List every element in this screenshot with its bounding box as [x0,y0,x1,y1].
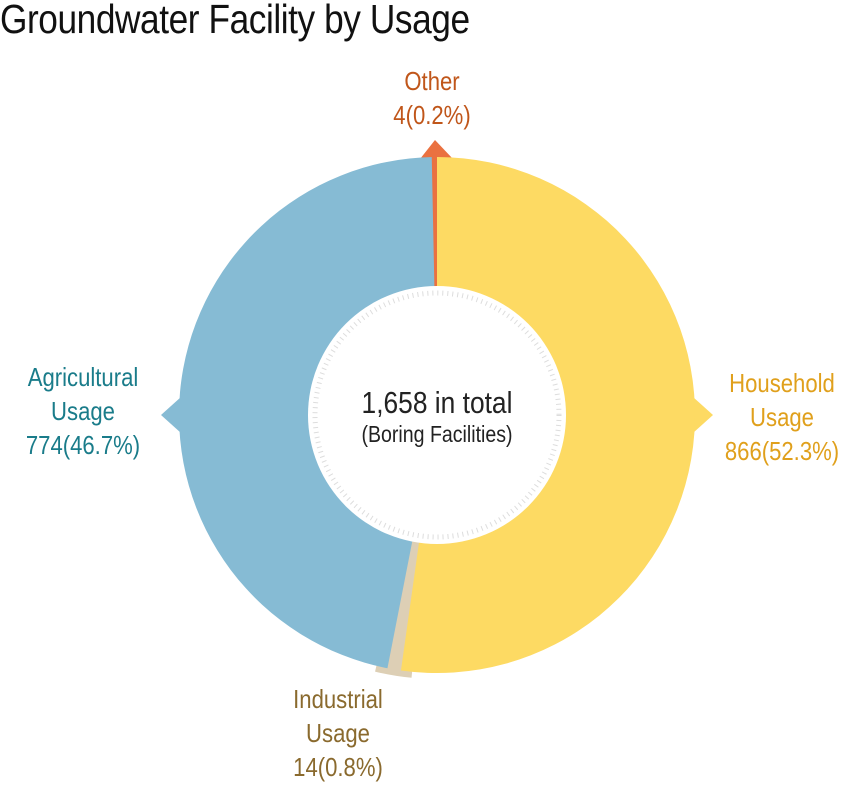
label-value: 774(46.7%) [25,430,141,460]
label-industrial: Industrial Usage 14(0.8%) [279,682,398,784]
center-subtitle: (Boring Facilities) [361,421,513,447]
inner-tick-ring [312,290,562,540]
slice-household [400,157,696,673]
slice-other [431,157,437,288]
pointer-agricultural [161,397,181,433]
pointer-household [693,397,713,433]
label-line: Other [404,66,460,96]
label-household: Household Usage 866(52.3%) [723,366,842,468]
chart-title: Groundwater Facility by Usage [0,0,470,42]
label-value: 14(0.8%) [293,752,383,782]
center-total: 1,658 in total [361,385,513,420]
label-value: 866(52.3%) [724,436,840,466]
label-line: Usage [51,396,115,426]
donut-hole [308,286,566,544]
label-line: Agricultural [27,362,139,392]
label-value: 4(0.2%) [393,100,471,130]
slice-agricultural [178,157,436,669]
label-line: Industrial [293,684,383,714]
label-line: Usage [750,402,814,432]
label-agricultural: Agricultural Usage 774(46.7%) [19,360,147,462]
label-line: Household [729,368,835,398]
pointer-other [420,140,453,159]
label-line: Usage [306,718,370,748]
center-label: 1,658 in total (Boring Facilities) [317,385,557,448]
label-other: Other 4(0.2%) [373,64,492,132]
